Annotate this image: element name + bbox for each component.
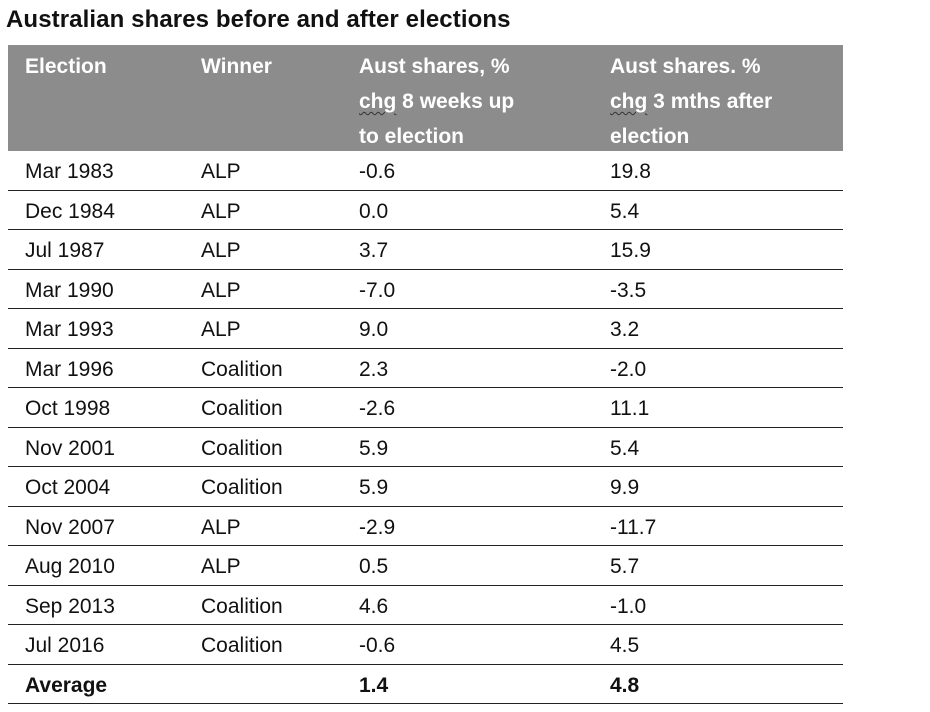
cell-after: 4.5 xyxy=(610,634,640,657)
table-row: Mar 1983 ALP -0.6 19.8 xyxy=(8,151,843,191)
table-row: Oct 2004 Coalition 5.9 9.9 xyxy=(8,467,843,507)
cell-winner: Coalition xyxy=(201,594,283,618)
cell-after: 5.7 xyxy=(610,555,640,578)
table-row: Sep 2013 Coalition 4.6 -1.0 xyxy=(8,586,843,625)
cell-winner: Coalition xyxy=(201,436,283,460)
table-row: Dec 1984 ALP 0.0 5.4 xyxy=(8,191,843,230)
cell-winner: ALP xyxy=(201,555,241,578)
cell-election: Sep 2013 xyxy=(25,594,115,618)
cell-before: 5.9 xyxy=(359,476,389,499)
cell-before: 9.0 xyxy=(359,318,389,341)
cell-after: -2.0 xyxy=(610,357,647,381)
cell-after: 15.9 xyxy=(610,239,651,262)
table-row: Nov 2007 ALP -2.9 -11.7 xyxy=(8,507,843,546)
cell-election: Mar 1983 xyxy=(25,160,114,183)
cell-election: Mar 1990 xyxy=(25,278,114,302)
header-after-line3: election xyxy=(610,125,690,148)
average-label: Average xyxy=(25,673,108,697)
cell-after: 5.4 xyxy=(610,436,640,460)
table-row: Nov 2001 Coalition 5.9 5.4 xyxy=(8,428,843,467)
cell-before: -2.6 xyxy=(359,397,396,420)
cell-after: -11.7 xyxy=(610,515,657,539)
cell-winner: Coalition xyxy=(201,634,283,657)
cell-before: -2.9 xyxy=(359,515,396,539)
elections-table: Election Winner Aust shares, % chg 8 week… xyxy=(8,45,843,704)
cell-election: Oct 2004 xyxy=(25,476,111,499)
cell-after: 11.1 xyxy=(610,397,650,420)
cell-winner: ALP xyxy=(201,515,241,539)
header-after: Aust shares. % chg 3 mths after election xyxy=(610,49,772,154)
cell-after: 3.2 xyxy=(610,318,640,341)
table-header: Election Winner Aust shares, % chg 8 week… xyxy=(8,45,843,151)
header-before-chg: chg xyxy=(359,90,397,113)
cell-election: Oct 1998 xyxy=(25,397,111,420)
cell-election: Mar 1993 xyxy=(25,318,114,341)
average-row: Average 1.4 4.8 xyxy=(8,665,843,704)
cell-before: 4.6 xyxy=(359,594,389,618)
header-after-chg: chg xyxy=(610,90,648,113)
cell-before: -7.0 xyxy=(359,278,396,302)
cell-winner: ALP xyxy=(201,199,241,223)
cell-winner: ALP xyxy=(201,160,241,183)
cell-before: 3.7 xyxy=(359,239,389,262)
cell-before: 0.5 xyxy=(359,555,389,578)
cell-winner: Coalition xyxy=(201,476,283,499)
header-after-line1: Aust shares. % xyxy=(610,55,761,78)
cell-election: Dec 1984 xyxy=(25,199,115,223)
cell-election: Jul 1987 xyxy=(25,239,105,262)
table-row: Jul 1987 ALP 3.7 15.9 xyxy=(8,230,843,270)
header-election: Election xyxy=(25,55,107,78)
cell-before: 0.0 xyxy=(359,199,389,223)
table-body: Mar 1983 ALP -0.6 19.8 Dec 1984 ALP 0.0 5.4 Jul … xyxy=(8,151,843,665)
table-row: Mar 1996 Coalition 2.3 -2.0 xyxy=(8,349,843,388)
cell-after: -1.0 xyxy=(610,594,647,618)
header-before: Aust shares, % chg 8 weeks up to election xyxy=(359,49,514,154)
table-row: Aug 2010 ALP 0.5 5.7 xyxy=(8,546,843,586)
cell-after: 19.8 xyxy=(610,160,651,183)
average-after: 4.8 xyxy=(610,673,640,697)
cell-after: 5.4 xyxy=(610,199,640,223)
table-row: Jul 2016 Coalition -0.6 4.5 xyxy=(8,625,843,665)
cell-before: -0.6 xyxy=(359,160,396,183)
cell-winner: ALP xyxy=(201,239,241,262)
cell-election: Mar 1996 xyxy=(25,357,114,381)
cell-winner: ALP xyxy=(201,318,241,341)
header-before-line2: 8 weeks up xyxy=(396,90,515,113)
table-row: Mar 1990 ALP -7.0 -3.5 xyxy=(8,270,843,309)
table-row: Mar 1993 ALP 9.0 3.2 xyxy=(8,309,843,349)
cell-winner: Coalition xyxy=(201,397,283,420)
cell-after: 9.9 xyxy=(610,476,640,499)
cell-election: Aug 2010 xyxy=(25,555,115,578)
cell-before: 2.3 xyxy=(359,357,389,381)
header-winner: Winner xyxy=(201,55,272,78)
table-row: Oct 1998 Coalition -2.6 11.1 xyxy=(8,388,843,428)
cell-election: Nov 2007 xyxy=(25,515,115,539)
cell-before: 5.9 xyxy=(359,436,389,460)
cell-winner: ALP xyxy=(201,278,241,302)
header-before-line3: to election xyxy=(359,125,465,148)
cell-election: Jul 2016 xyxy=(25,634,105,657)
header-after-line2: 3 mths after xyxy=(647,90,773,113)
cell-election: Nov 2001 xyxy=(25,436,115,460)
cell-after: -3.5 xyxy=(610,278,647,302)
cell-before: -0.6 xyxy=(359,634,396,657)
table-title: Australian shares before and after elect… xyxy=(6,6,511,33)
average-before: 1.4 xyxy=(359,673,389,697)
cell-winner: Coalition xyxy=(201,357,283,381)
header-before-line1: Aust shares, % xyxy=(359,55,510,78)
